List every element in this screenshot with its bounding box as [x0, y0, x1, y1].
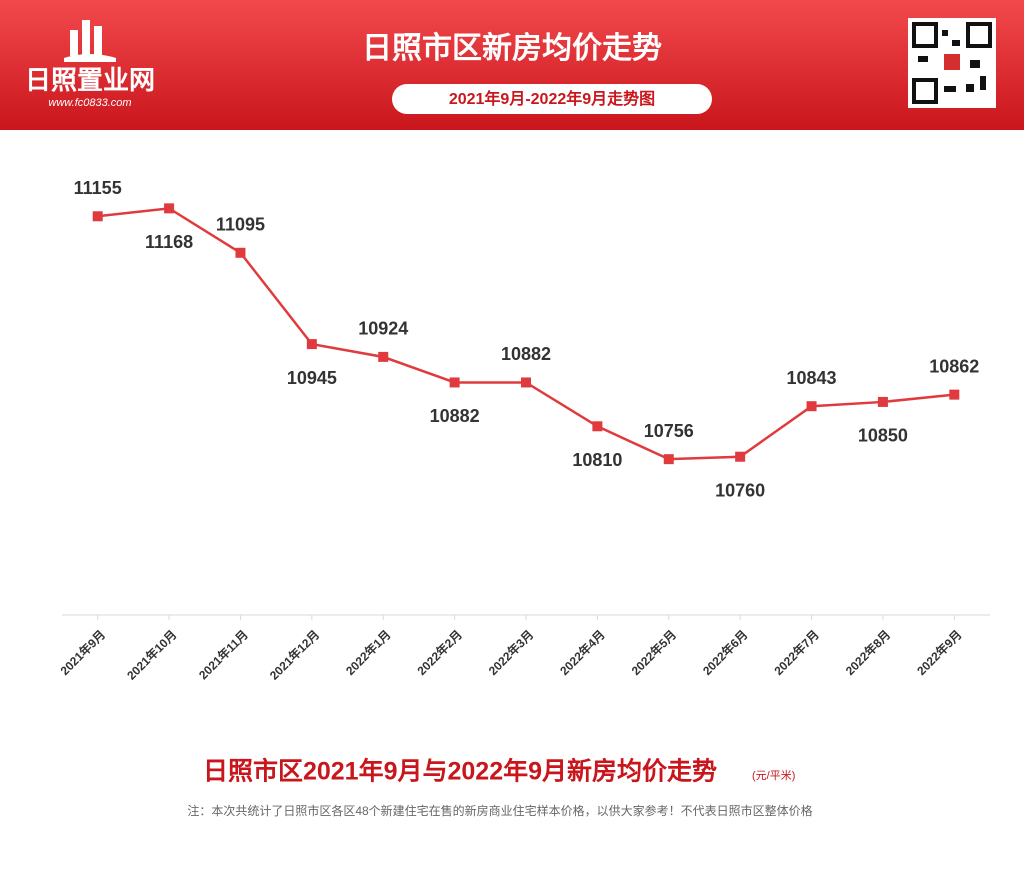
value-label: 10760	[715, 480, 765, 500]
x-tick-label: 2021年9月	[57, 627, 108, 678]
value-label: 10862	[929, 356, 979, 376]
footer-title: 日照市区2021年9月与2022年9月新房均价走势	[203, 757, 717, 786]
x-tick-label: 2022年3月	[485, 627, 536, 678]
logo-url: www.fc0833.com	[48, 97, 131, 109]
point	[735, 451, 746, 462]
logo-icon	[64, 20, 116, 62]
x-tick-label: 2021年12月	[266, 627, 322, 683]
header-subtitle: 2021年9月-2022年9月走势图	[449, 89, 655, 108]
point	[521, 377, 531, 388]
point	[663, 454, 674, 465]
value-label: 10843	[787, 368, 837, 388]
point	[92, 211, 103, 222]
price-line	[97, 207, 955, 461]
point	[877, 396, 888, 407]
value-label: 10756	[644, 421, 694, 441]
value-label: 11095	[216, 215, 265, 235]
point	[378, 351, 389, 362]
x-tick-label: 2022年1月	[342, 627, 393, 678]
x-tick-label: 2022年4月	[557, 627, 608, 678]
value-label: 10882	[501, 344, 551, 364]
point	[806, 401, 817, 412]
x-tick-label: 2021年10月	[124, 627, 180, 683]
point	[949, 389, 960, 400]
value-label: 10810	[572, 450, 622, 470]
point	[164, 203, 175, 214]
value-label: 11168	[145, 232, 193, 252]
x-tick-label: 2022年9月	[913, 627, 964, 678]
point	[449, 377, 460, 388]
x-tick-label: 2021年11月	[195, 627, 250, 682]
x-tick-label: 2022年7月	[771, 627, 822, 678]
x-tick-label: 2022年5月	[628, 627, 679, 678]
footer-note: 注：本次共统计了日照市区各区48个新建住宅在售的新房商业住宅样本价格，以供大家参…	[187, 803, 812, 818]
footer-unit: (元/平米)	[752, 769, 795, 782]
point	[306, 339, 317, 350]
x-tick-label: 2022年2月	[414, 627, 465, 678]
value-label: 10924	[358, 319, 408, 339]
header-title: 日照市区新房均价走势	[362, 31, 662, 65]
value-label: 11155	[74, 178, 122, 198]
subtitle-pill	[392, 84, 712, 114]
value-label: 10945	[287, 368, 337, 388]
point	[235, 247, 246, 258]
value-label: 10882	[430, 406, 480, 426]
logo-name: 日照置业网	[25, 65, 155, 95]
point	[592, 421, 603, 432]
qr-code	[908, 18, 996, 108]
value-label: 10850	[858, 426, 908, 446]
x-tick-label: 2022年8月	[842, 627, 893, 678]
x-tick-label: 2022年6月	[699, 627, 750, 678]
